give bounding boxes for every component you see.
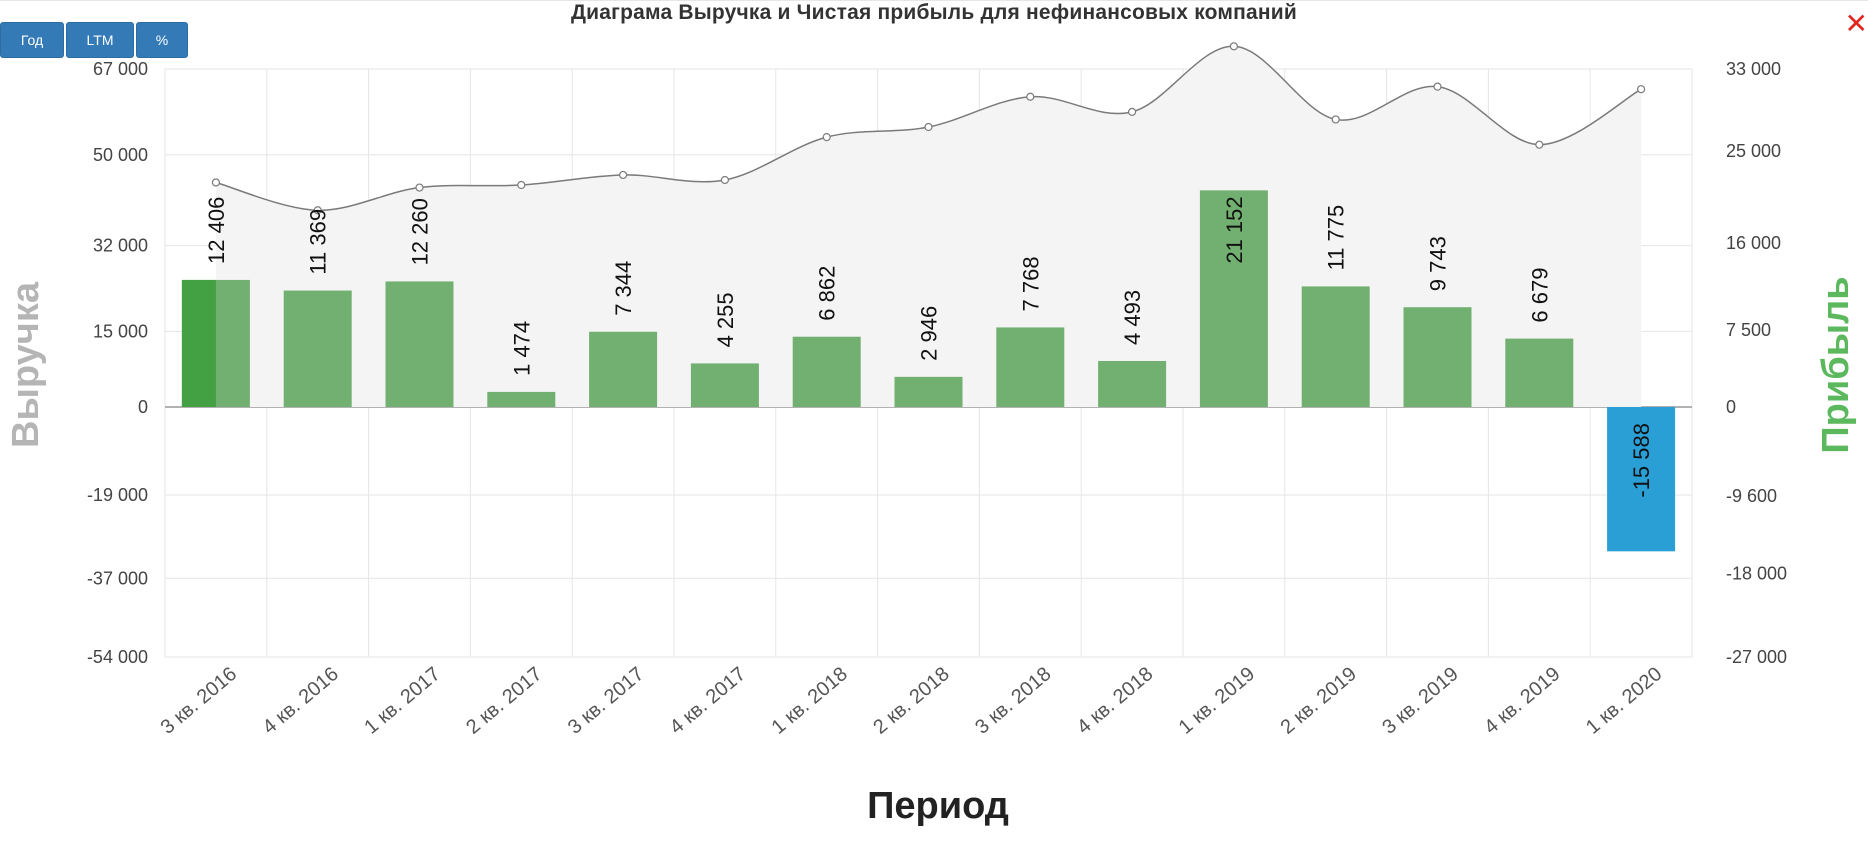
revenue-point [1433,82,1442,91]
revenue-point [517,180,526,190]
year-button[interactable]: Год [0,22,64,58]
profit-bar-3-кв--2019 [1403,307,1472,407]
profit-bar-3-кв--2018 [996,327,1065,407]
revenue-point [1535,140,1544,149]
left-tick-label: -54 000 [87,647,148,667]
revenue-point [415,183,424,192]
profit-data-label: 12 406 [204,197,229,264]
x-tick-label: 3 кв. 2017 [564,663,648,739]
left-tick-label: 32 000 [93,236,148,256]
ltm-button[interactable]: LTM [66,22,134,58]
profit-bar-1-кв--2017 [385,281,454,407]
right-tick-label: 7 500 [1726,320,1771,340]
right-tick-label: -9 600 [1726,486,1777,506]
x-tick-label: 3 кв. 2019 [1378,663,1462,739]
revenue-point [1026,92,1035,101]
revenue-point [313,206,322,215]
x-tick-label: 1 кв. 2020 [1582,663,1666,739]
profit-data-label: -15 588 [1629,423,1654,498]
profit-data-labels: 12 406 11 369 12 260 1 474 7 344 4 255 6 862 2 … [204,196,1654,497]
close-icon[interactable]: ✕ [1844,8,1868,39]
revenue-point [1331,115,1340,124]
revenue-area-fill [215,46,1642,408]
profit-data-label: 4 493 [1120,290,1145,345]
profit-bar-4-кв--2019 [1505,338,1574,407]
profit-bar-4-кв--2017 [690,363,759,407]
revenue-point [618,170,628,180]
profit-data-label: 9 743 [1426,236,1451,291]
x-tick-label: 3 кв. 2018 [971,663,1055,739]
right-tick-label: 33 000 [1726,59,1781,79]
revenue-area [215,46,1642,408]
right-tick-label: -18 000 [1726,564,1787,584]
profit-bar-2-кв--2019 [1301,286,1370,407]
profit-data-label: 2 946 [917,306,942,361]
x-tick-label: 1 кв. 2018 [768,663,852,739]
left-tick-label: 50 000 [93,145,148,165]
x-tick-label: 3 кв. 2016 [157,663,241,739]
revenue-line-path [215,45,1642,212]
profit-bar-2-кв--2017 [487,391,556,407]
chart-title: Диаграма Выручка и Чистая прибыль для не… [571,1,1297,24]
left-tick-label: 67 000 [93,59,148,79]
x-tick-label: 2 кв. 2018 [869,663,953,739]
profit-data-label: 7 768 [1018,256,1043,311]
x-tick-label: 4 кв. 2018 [1073,663,1157,739]
revenue-point [822,133,831,142]
profit-bar-2-кв--2018 [894,376,963,407]
profit-data-label: 11 775 [1324,205,1349,271]
profit-data-label: 6 679 [1527,268,1552,323]
profit-bar-negative [1607,407,1676,552]
x-tick-label: 4 кв. 2019 [1480,663,1564,739]
x-tick-label: 1 кв. 2019 [1175,663,1259,739]
profit-bar-1-кв--2019 [1199,190,1268,407]
profit-bar-1-кв--2018 [792,336,861,407]
right-tick-label: 25 000 [1726,141,1781,161]
revenue-point [720,175,730,185]
right-axis-title: Прибыль [1815,276,1857,453]
left-axis-title: Выручка [5,281,47,448]
period-toolbar: Год LTM % [0,22,188,58]
left-tick-label: -19 000 [87,485,148,505]
revenue-point [924,122,933,132]
left-tick-label: 0 [138,397,148,417]
revenue-line [211,42,1646,215]
profit-data-label: 12 260 [408,198,433,265]
profit-data-label: 11 369 [306,209,331,275]
left-tick-label: 15 000 [93,321,148,341]
x-tick-label: 4 кв. 2016 [259,663,343,739]
profit-data-label: 21 152 [1222,196,1247,263]
profit-data-label: 4 255 [713,292,738,347]
revenue-point [1127,107,1137,116]
profit-data-label: 7 344 [611,261,636,316]
percent-button[interactable]: % [136,22,188,58]
profit-data-label: 6 862 [815,266,840,321]
top-border [0,0,1868,1]
x-axis-title: Период [867,785,1009,827]
right-tick-label: 16 000 [1726,233,1781,253]
x-tick-label: 2 кв. 2019 [1277,663,1361,739]
profit-bars [181,190,1676,552]
profit-data-label: 1 474 [509,321,534,376]
profit-bar-4-кв--2016 [283,290,352,407]
x-tick-label: 2 кв. 2017 [462,663,546,739]
right-tick-label: 0 [1726,397,1736,417]
profit-bar-3-кв--2017 [589,331,658,407]
right-tick-label: -27 000 [1726,647,1787,667]
revenue-point [1229,42,1239,51]
left-tick-label: -37 000 [87,568,148,588]
revenue-point [1636,85,1646,94]
profit-bar-hover-highlight [181,279,216,407]
x-tick-label: 1 кв. 2017 [360,663,444,739]
x-tick-label: 4 кв. 2017 [666,663,750,739]
profit-bar-4-кв--2018 [1098,360,1167,407]
revenue-point [211,178,220,187]
